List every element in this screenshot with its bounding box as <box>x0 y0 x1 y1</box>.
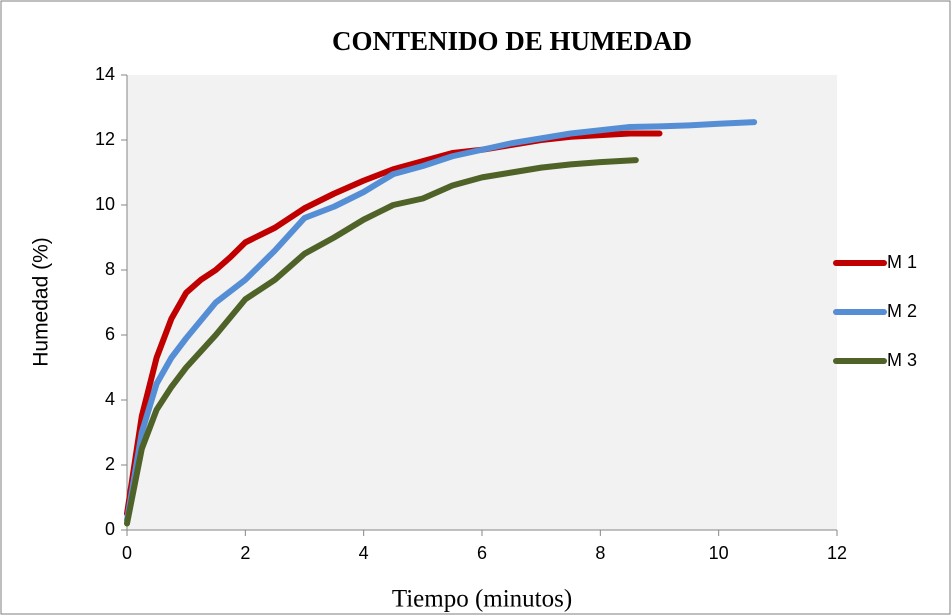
x-tick-label: 6 <box>477 543 487 563</box>
chart-title: CONTENIDO DE HUMEDAD <box>332 26 692 56</box>
y-tick-label: 4 <box>105 389 115 409</box>
x-axis-label: Tiempo (minutos) <box>392 586 572 613</box>
x-tick-label: 2 <box>240 543 250 563</box>
x-tick-label: 4 <box>359 543 369 563</box>
y-tick-label: 14 <box>95 64 115 84</box>
series-line <box>124 157 639 527</box>
x-tick-label: 10 <box>709 543 729 563</box>
y-axis-label: Humedad (%) <box>30 237 53 367</box>
y-tick-label: 2 <box>105 454 115 474</box>
legend-label: M 2 <box>887 301 917 321</box>
legend-label: M 3 <box>887 350 917 370</box>
x-tick-label: 12 <box>827 543 847 563</box>
y-tick-label: 10 <box>95 194 115 214</box>
y-tick-label: 6 <box>105 324 115 344</box>
plot-area <box>127 75 837 530</box>
y-tick-label: 12 <box>95 129 115 149</box>
series-line <box>124 119 758 524</box>
x-tick-label: 0 <box>122 543 132 563</box>
legend-label: M 1 <box>887 252 917 272</box>
y-tick-label: 0 <box>105 519 115 539</box>
y-tick-label: 8 <box>105 259 115 279</box>
x-tick-label: 8 <box>595 543 605 563</box>
